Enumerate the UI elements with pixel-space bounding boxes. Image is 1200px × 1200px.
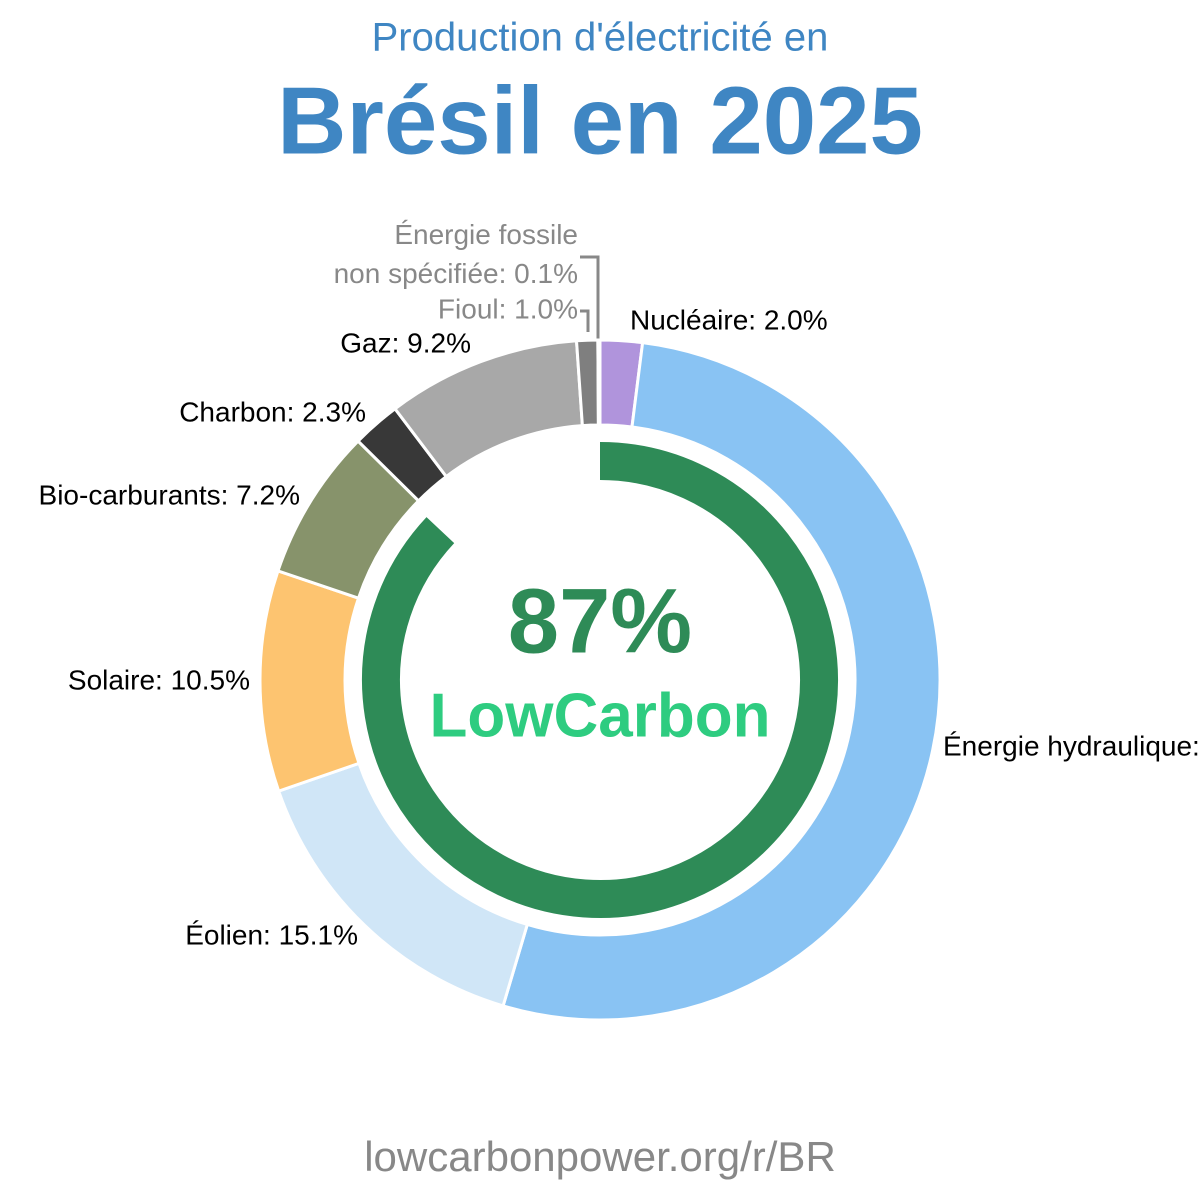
source: lowcarbonpower.org/r/BR [364,1133,836,1180]
segment-label: Énergie fossile non spécifiée: 0.1% [334,219,578,289]
segment-label: Bio-carburants: 7.2% [39,479,300,510]
leader-line [580,309,590,332]
segment-label: Gaz: 9.2% [340,327,471,358]
segment-label: Charbon: 2.3% [179,396,366,427]
leader-line [580,255,600,340]
donut-segment [258,568,361,794]
chart-subtitle: Production d'électricité en [372,16,829,60]
chart-title: Brésil en 2025 [277,67,923,174]
segment-label-line: Énergie fossile [394,219,578,250]
low-carbon-share: 87% [508,570,692,672]
brand: LowCarbon [430,681,771,750]
low-carbon-ring [362,442,838,918]
segment-label-line: non spécifiée: 0.1% [334,258,578,289]
segment-label: Énergie hydraulique: 52.6% [943,730,1200,761]
segment-label: Fioul: 1.0% [438,293,578,324]
donut-segment [501,341,942,1022]
segment-label: Solaire: 10.5% [68,664,250,695]
segment-label: Nucléaire: 2.0% [630,304,828,335]
segment-label: Éolien: 15.1% [185,919,358,950]
donut-segment [596,338,602,427]
